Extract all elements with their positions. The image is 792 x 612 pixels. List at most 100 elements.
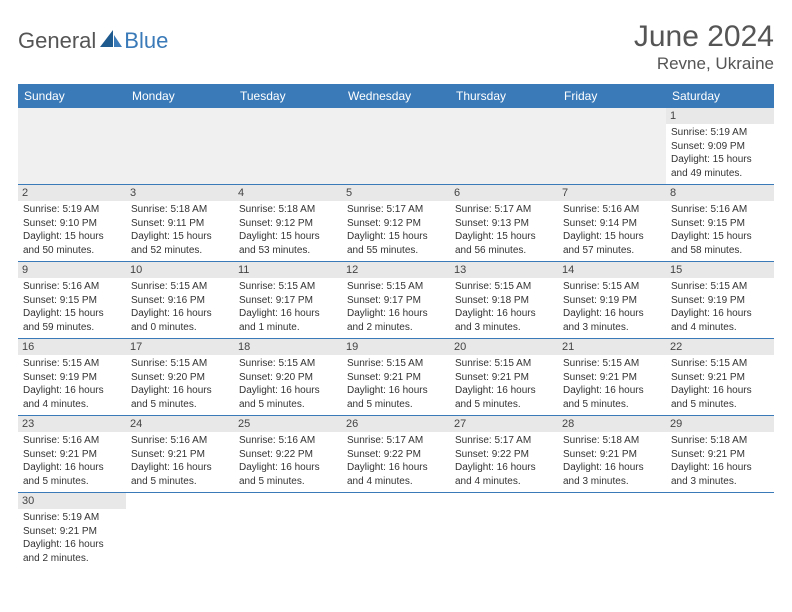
calendar-cell <box>558 493 666 570</box>
daylight-text: Daylight: 16 hours and 5 minutes. <box>23 461 121 488</box>
calendar-cell: 12Sunrise: 5:15 AMSunset: 9:17 PMDayligh… <box>342 262 450 339</box>
title-block: June 2024 Revne, Ukraine <box>634 20 774 74</box>
sunrise-text: Sunrise: 5:17 AM <box>347 434 445 448</box>
calendar-cell: 30Sunrise: 5:19 AMSunset: 9:21 PMDayligh… <box>18 493 126 570</box>
sunset-text: Sunset: 9:11 PM <box>131 217 229 231</box>
calendar-week: 2Sunrise: 5:19 AMSunset: 9:10 PMDaylight… <box>18 185 774 262</box>
day-info: Sunrise: 5:15 AMSunset: 9:20 PMDaylight:… <box>131 357 229 411</box>
daylight-text: Daylight: 15 hours and 52 minutes. <box>131 230 229 257</box>
daylight-text: Daylight: 15 hours and 59 minutes. <box>23 307 121 334</box>
calendar-cell: 27 Sunrise: 5:17 AMSunset: 9:22 PMDayligh… <box>450 416 558 493</box>
sunrise-text: Sunrise: 5:15 AM <box>455 357 553 371</box>
calendar-cell: 1 Sunrise: 5:19 AMSunset: 9:09 PMDaylight… <box>666 108 774 185</box>
sunrise-text: Sunrise: 5:15 AM <box>347 280 445 294</box>
calendar-body: 1Sunrise: 5:19 AMSunset: 9:09 PMDaylight… <box>18 108 774 569</box>
sunset-text: Sunset: 9:18 PM <box>455 294 553 308</box>
day-number: 10 <box>126 262 234 278</box>
calendar-cell <box>558 108 666 185</box>
day-number: 27 <box>450 416 558 432</box>
sunrise-text: Sunrise: 5:19 AM <box>23 203 121 217</box>
calendar-week: 30Sunrise: 5:19 AMSunset: 9:21 PMDayligh… <box>18 493 774 570</box>
day-info: Sunrise: 5:19 AMSunset: 9:09 PMDaylight:… <box>671 126 769 180</box>
day-info: Sunrise: 5:16 AMSunset: 9:15 PMDaylight:… <box>671 203 769 257</box>
calendar-cell: 25Sunrise: 5:16 AMSunset: 9:22 PMDayligh… <box>234 416 342 493</box>
sunrise-text: Sunrise: 5:16 AM <box>23 434 121 448</box>
sunset-text: Sunset: 9:12 PM <box>239 217 337 231</box>
daylight-text: Daylight: 15 hours and 50 minutes. <box>23 230 121 257</box>
day-info: Sunrise: 5:15 AMSunset: 9:19 PMDaylight:… <box>23 357 121 411</box>
day-info: Sunrise: 5:17 AMSunset: 9:13 PMDaylight:… <box>455 203 553 257</box>
sunset-text: Sunset: 9:21 PM <box>347 371 445 385</box>
calendar-cell: 23Sunrise: 5:16 AMSunset: 9:21 PMDayligh… <box>18 416 126 493</box>
sunrise-text: Sunrise: 5:15 AM <box>347 357 445 371</box>
day-number: 3 <box>126 185 234 201</box>
calendar-cell: 19Sunrise: 5:15 AMSunset: 9:21 PMDayligh… <box>342 339 450 416</box>
sunrise-text: Sunrise: 5:15 AM <box>455 280 553 294</box>
calendar-cell: 22Sunrise: 5:15 AMSunset: 9:21 PMDayligh… <box>666 339 774 416</box>
calendar-week: 1 Sunrise: 5:19 AMSunset: 9:09 PMDaylight… <box>18 108 774 185</box>
daylight-text: Daylight: 16 hours and 1 minute. <box>239 307 337 334</box>
sunset-text: Sunset: 9:15 PM <box>23 294 121 308</box>
sunset-text: Sunset: 9:09 PM <box>671 140 769 154</box>
day-info: Sunrise: 5:17 AMSunset: 9:22 PMDaylight:… <box>455 434 553 488</box>
day-info: Sunrise: 5:15 AMSunset: 9:21 PMDaylight:… <box>347 357 445 411</box>
sunrise-text: Sunrise: 5:19 AM <box>23 511 121 525</box>
day-number: 25 <box>234 416 342 432</box>
day-number: 1 <box>666 108 774 124</box>
calendar-cell <box>234 493 342 570</box>
sunrise-text: Sunrise: 5:15 AM <box>23 357 121 371</box>
page-header: General Blue June 2024 Revne, Ukraine <box>18 20 774 74</box>
calendar-cell: 14Sunrise: 5:15 AMSunset: 9:19 PMDayligh… <box>558 262 666 339</box>
logo-text-blue: Blue <box>124 28 168 54</box>
daylight-text: Daylight: 16 hours and 4 minutes. <box>347 461 445 488</box>
day-info: Sunrise: 5:16 AMSunset: 9:21 PMDaylight:… <box>131 434 229 488</box>
daylight-text: Daylight: 15 hours and 55 minutes. <box>347 230 445 257</box>
calendar-cell: 13Sunrise: 5:15 AMSunset: 9:18 PMDayligh… <box>450 262 558 339</box>
sunrise-text: Sunrise: 5:15 AM <box>239 280 337 294</box>
day-number: 18 <box>234 339 342 355</box>
dayhead-thu: Thursday <box>450 84 558 108</box>
calendar-table: Sunday Monday Tuesday Wednesday Thursday… <box>18 84 774 569</box>
calendar-cell: 5 Sunrise: 5:17 AMSunset: 9:12 PMDaylight… <box>342 185 450 262</box>
day-number: 22 <box>666 339 774 355</box>
sunset-text: Sunset: 9:22 PM <box>239 448 337 462</box>
day-number: 7 <box>558 185 666 201</box>
daylight-text: Daylight: 16 hours and 5 minutes. <box>239 384 337 411</box>
day-info: Sunrise: 5:15 AMSunset: 9:19 PMDaylight:… <box>563 280 661 334</box>
day-info: Sunrise: 5:17 AMSunset: 9:12 PMDaylight:… <box>347 203 445 257</box>
dayhead-sun: Sunday <box>18 84 126 108</box>
day-info: Sunrise: 5:18 AMSunset: 9:21 PMDaylight:… <box>671 434 769 488</box>
daylight-text: Daylight: 16 hours and 0 minutes. <box>131 307 229 334</box>
sunrise-text: Sunrise: 5:17 AM <box>455 203 553 217</box>
sunrise-text: Sunrise: 5:16 AM <box>563 203 661 217</box>
sunset-text: Sunset: 9:13 PM <box>455 217 553 231</box>
day-info: Sunrise: 5:16 AMSunset: 9:15 PMDaylight:… <box>23 280 121 334</box>
logo: General Blue <box>18 20 168 54</box>
sunset-text: Sunset: 9:17 PM <box>347 294 445 308</box>
sunrise-text: Sunrise: 5:16 AM <box>671 203 769 217</box>
calendar-cell <box>126 493 234 570</box>
calendar-cell: 9Sunrise: 5:16 AMSunset: 9:15 PMDaylight… <box>18 262 126 339</box>
sunrise-text: Sunrise: 5:16 AM <box>23 280 121 294</box>
day-number: 11 <box>234 262 342 278</box>
day-number: 8 <box>666 185 774 201</box>
daylight-text: Daylight: 16 hours and 3 minutes. <box>563 461 661 488</box>
sunset-text: Sunset: 9:21 PM <box>131 448 229 462</box>
calendar-cell: 29Sunrise: 5:18 AMSunset: 9:21 PMDayligh… <box>666 416 774 493</box>
sunset-text: Sunset: 9:12 PM <box>347 217 445 231</box>
day-number: 13 <box>450 262 558 278</box>
calendar-cell: 2Sunrise: 5:19 AMSunset: 9:10 PMDaylight… <box>18 185 126 262</box>
calendar-cell <box>126 108 234 185</box>
calendar-cell: 4Sunrise: 5:18 AMSunset: 9:12 PMDaylight… <box>234 185 342 262</box>
sunset-text: Sunset: 9:21 PM <box>671 448 769 462</box>
sunset-text: Sunset: 9:20 PM <box>131 371 229 385</box>
daylight-text: Daylight: 15 hours and 49 minutes. <box>671 153 769 180</box>
dayhead-fri: Friday <box>558 84 666 108</box>
calendar-cell: 11 Sunrise: 5:15 AMSunset: 9:17 PMDayligh… <box>234 262 342 339</box>
sunrise-text: Sunrise: 5:19 AM <box>671 126 769 140</box>
day-number: 5 <box>342 185 450 201</box>
calendar-week: 23Sunrise: 5:16 AMSunset: 9:21 PMDayligh… <box>18 416 774 493</box>
day-number: 30 <box>18 493 126 509</box>
sunset-text: Sunset: 9:17 PM <box>239 294 337 308</box>
day-number: 16 <box>18 339 126 355</box>
